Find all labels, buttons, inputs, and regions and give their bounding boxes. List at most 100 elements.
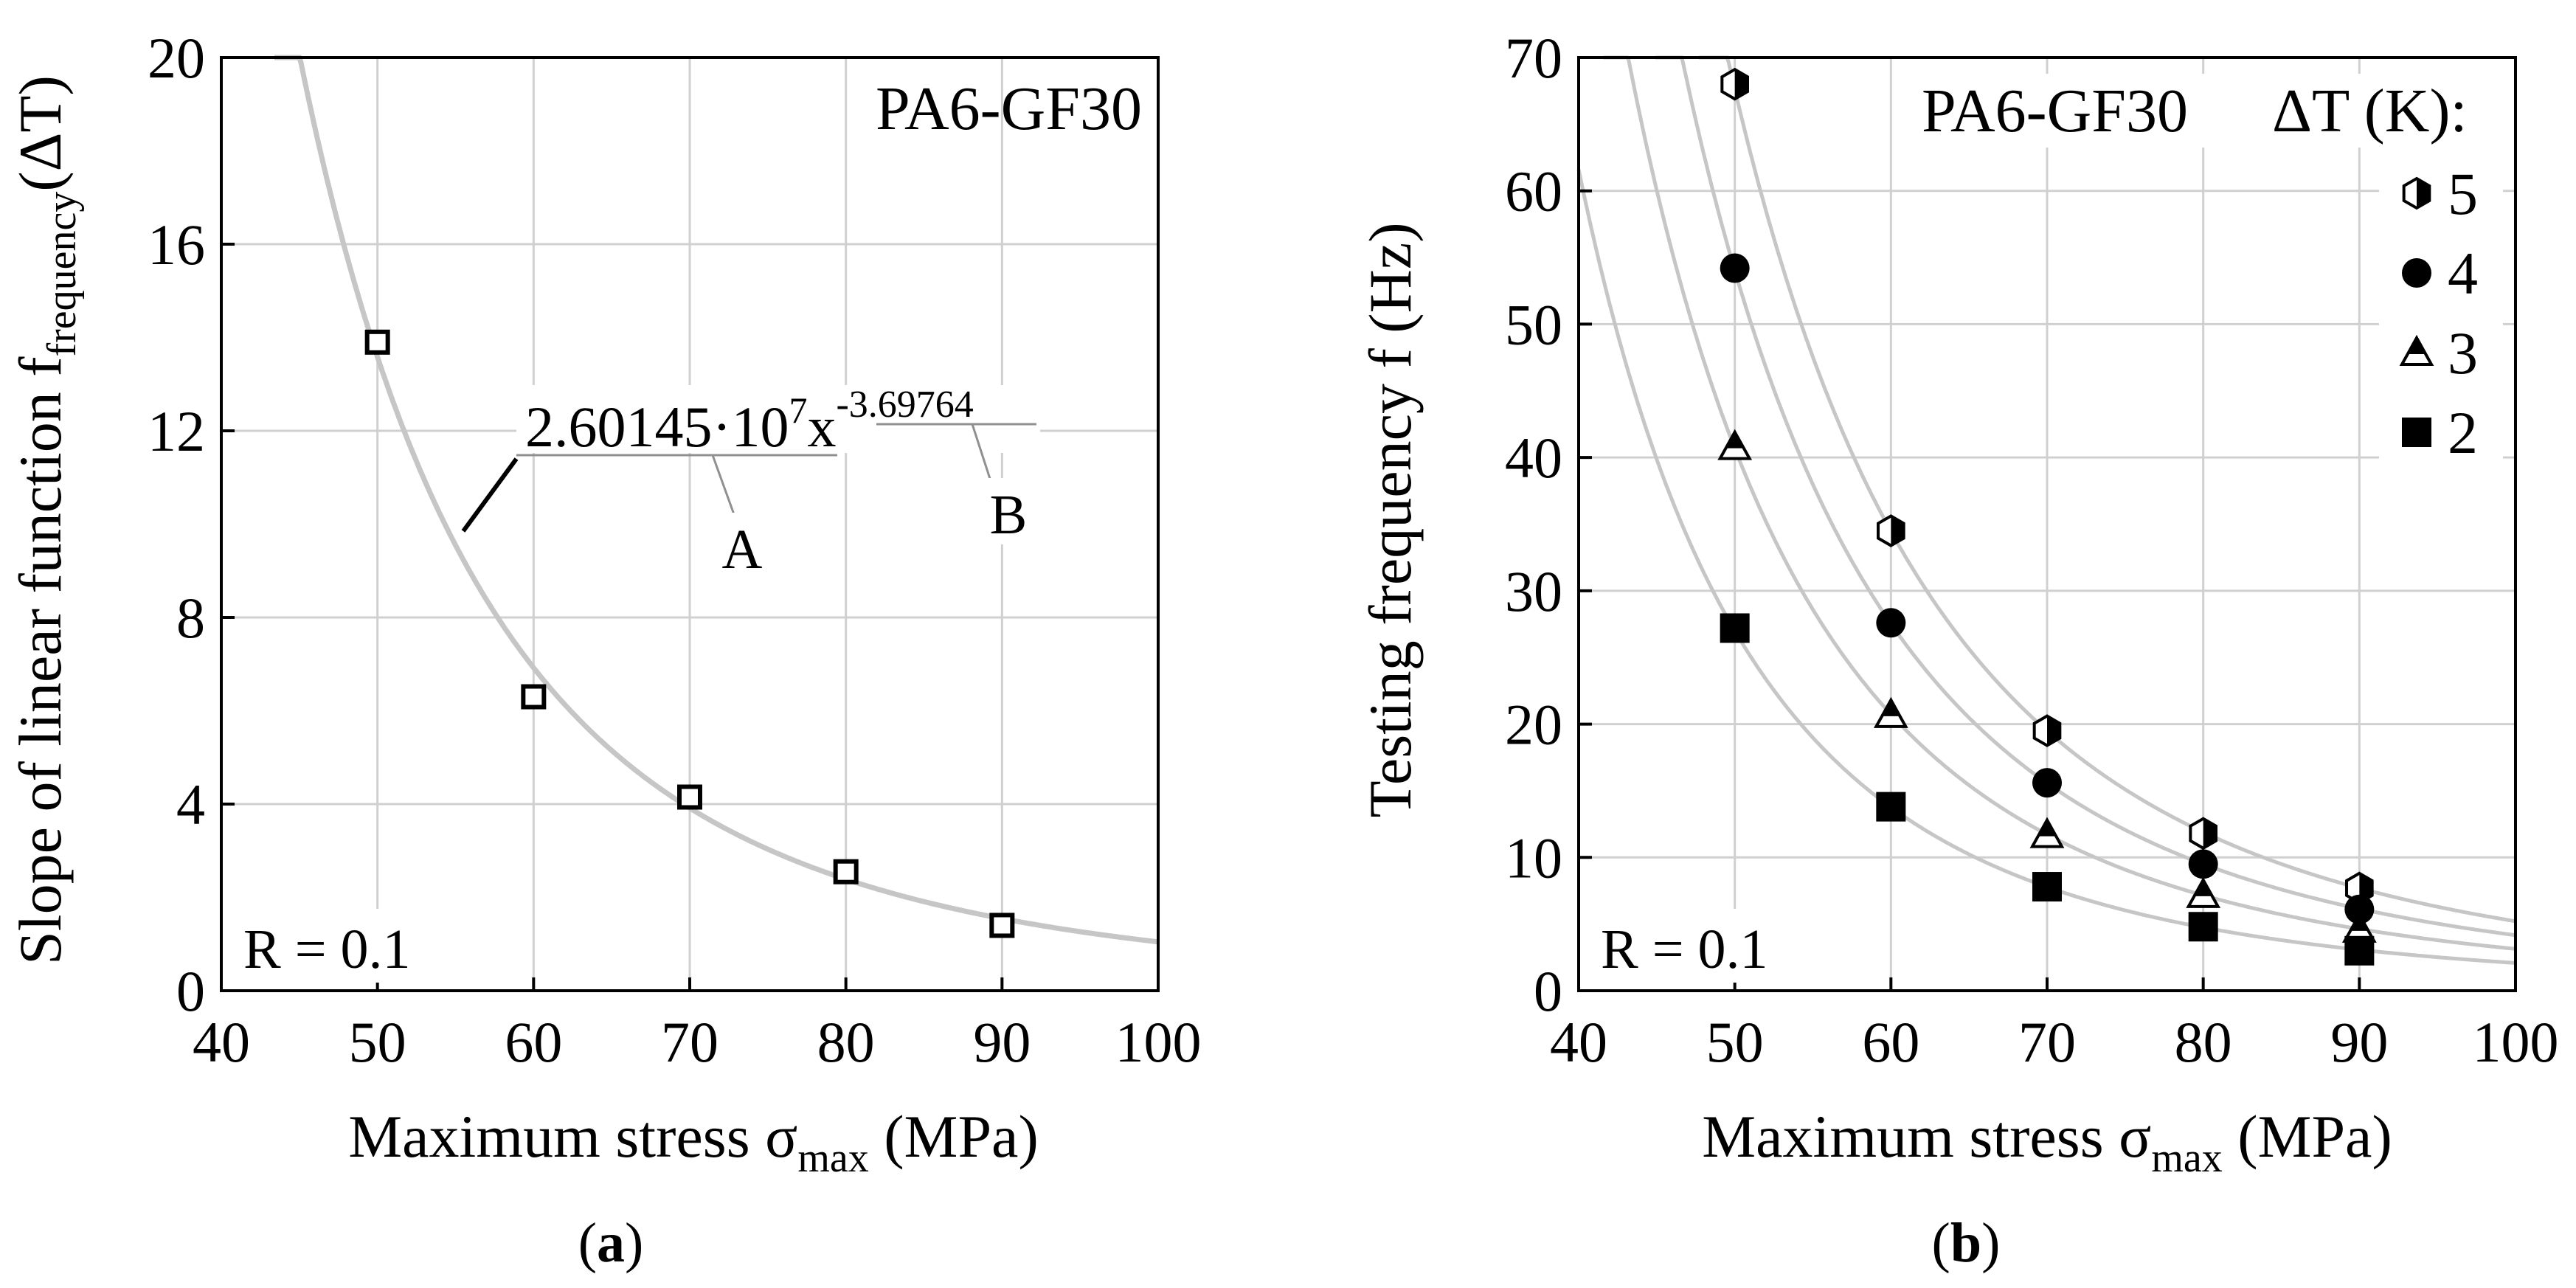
chart-b-legend-marker-4: [2402, 258, 2431, 288]
chart-a-point-90: [989, 913, 1015, 938]
chart-a-equation: 2.60145·107x-3.69764: [525, 384, 974, 459]
chart-b-point-2-50: [1720, 613, 1750, 643]
chart-b-point-2-80-shape: [2188, 912, 2218, 942]
chart-a-label-a: A: [722, 519, 763, 581]
chart-a-xlabel-unit: (MPa): [869, 1103, 1039, 1170]
chart-b-series-2: [1720, 613, 2375, 966]
chart-b-point-4-80-shape: [2188, 849, 2218, 879]
chart-b-xtick-label-70: 70: [2018, 1010, 2076, 1074]
chart-b-header-bg: [1911, 74, 2486, 148]
chart-a-xlabel: Maximum stress σmax (MPa): [348, 1103, 1039, 1181]
chart-a-xlabel-sub: max: [797, 1135, 868, 1181]
chart-b-point-2-70: [2032, 872, 2062, 902]
chart-b-point-4-80: [2188, 849, 2218, 879]
chart-b-point-5-80: [2189, 817, 2217, 851]
chart-a-series-points: [364, 329, 1015, 938]
chart-a-equation-bg: [516, 385, 1040, 453]
chart-a-r-label-bg: [233, 909, 449, 983]
chart-a-r-label: R = 0.1: [243, 918, 411, 980]
chart-b-point-3-80: [2186, 876, 2221, 908]
chart-a-ytick-label-16: 16: [148, 212, 205, 277]
chart-a-ytick-label-12: 12: [148, 399, 205, 463]
chart-b-point-4-90: [2344, 894, 2375, 924]
caption-a-letter: a: [597, 1212, 625, 1274]
chart-a-point-50: [364, 329, 390, 355]
chart-b-legend: 5 4 3 2: [2379, 151, 2503, 466]
chart-b-point-2-90: [2344, 935, 2375, 966]
chart-a-ytick-label-4: 4: [176, 772, 205, 837]
chart-b-point-5-60-fill: [1891, 516, 1904, 546]
chart-b-series-5: [1720, 67, 2374, 905]
chart-b-series-points: [1717, 67, 2377, 966]
chart-b-xtick-label-50: 50: [1706, 1010, 1764, 1074]
chart-b-r-label: R = 0.1: [1601, 918, 1768, 980]
chart-b-legend-marker-5: [2402, 176, 2431, 210]
chart-b-ytick-label-30: 30: [1505, 559, 1562, 623]
chart-b-legend-title: ΔT (K):: [2272, 77, 2468, 145]
chart-b-point-2-60-shape: [1876, 792, 1906, 822]
chart-a-label-a-bg: [710, 513, 769, 579]
chart-b-point-5-80-fill: [2203, 818, 2216, 848]
chart-a-xtick-label-90: 90: [973, 1010, 1031, 1074]
chart-a-ytick-label-0: 0: [176, 959, 205, 1023]
chart-a-xtick-label-50: 50: [349, 1010, 406, 1074]
caption-b-close: ): [1981, 1212, 2000, 1274]
chart-b-legend-label-4: 4: [2448, 240, 2478, 307]
caption-a: (a): [578, 1212, 644, 1274]
chart-b-point-2-60: [1876, 792, 1906, 822]
chart-b-point-2-70-shape: [2032, 872, 2062, 902]
caption-b: (b): [1932, 1212, 2001, 1274]
chart-a-ylabel: Slope of linear function ffrequency(ΔT): [7, 75, 85, 965]
chart-b-ytick-label-0: 0: [1534, 959, 1562, 1023]
chart-b-xtick-label-100: 100: [2473, 1010, 2559, 1074]
chart-b-legend-marker-3-fill: [2409, 338, 2425, 354]
chart-b-point-5-50: [1720, 67, 1749, 101]
chart-b-legend-marker-5-fill: [2417, 179, 2430, 208]
chart-b-ytick-label-20: 20: [1505, 693, 1562, 757]
chart-b-legend-label-2: 2: [2448, 399, 2478, 466]
chart-a-ylabel-tail: (ΔT): [7, 75, 74, 191]
chart-b-xtick-label-90: 90: [2330, 1010, 2388, 1074]
chart-b-point-4-90-shape: [2344, 894, 2375, 924]
chart-b-ytick-label-40: 40: [1505, 426, 1562, 490]
chart-a-point-60-shape: [521, 684, 547, 710]
chart-b-legend-label-3: 3: [2448, 319, 2478, 387]
chart-a-point-50-shape: [364, 329, 390, 355]
chart-b-legend-marker-4-shape: [2402, 258, 2431, 288]
chart-b-xlabel: Maximum stress σmax (MPa): [1702, 1103, 2392, 1181]
chart-b-fit-curve-5: [1699, 55, 2516, 924]
chart-b-ytick-label-60: 60: [1505, 159, 1562, 224]
chart-a-equation-var: x: [807, 395, 836, 459]
chart-a-ylabel-main: Slope of linear function f: [7, 356, 74, 965]
caption-b-open: (: [1932, 1212, 1950, 1274]
chart-b-xlabel-unit: (MPa): [2223, 1103, 2392, 1170]
chart-a-point-70-shape: [677, 784, 702, 810]
chart-b-point-3-70-fill: [2039, 820, 2055, 837]
chart-b-point-2-50-shape: [1720, 613, 1750, 643]
chart-b-point-5-60: [1877, 514, 1905, 547]
chart-b-material-label: PA6-GF30: [1922, 77, 2188, 145]
chart-b-ytick-label-70: 70: [1505, 26, 1562, 90]
caption-a-open: (: [578, 1212, 597, 1274]
chart-a-ticks: 40 50 60 70 80 90 100 0 4 8 12 16 20: [148, 26, 1202, 1074]
caption-b-letter: b: [1950, 1212, 1981, 1274]
chart-b-legend-label-5: 5: [2448, 160, 2478, 227]
chart-b-legend-marker-2: [2402, 418, 2431, 447]
chart-b-point-3-50: [1717, 429, 1753, 460]
chart-a-xtick-label-80: 80: [817, 1010, 875, 1074]
chart-a-point-80-shape: [833, 859, 859, 884]
chart-a-label-b: B: [990, 484, 1028, 546]
chart-b-legend-marker-2-shape: [2402, 418, 2431, 447]
chart-b-point-2-80: [2188, 912, 2218, 942]
chart-a-xtick-label-40: 40: [193, 1010, 250, 1074]
chart-a-xtick-label-60: 60: [505, 1010, 562, 1074]
caption-a-close: ): [625, 1212, 643, 1274]
chart-b-legend-marker-3: [2399, 334, 2434, 366]
chart-b-xtick-label-80: 80: [2175, 1010, 2232, 1074]
chart-a-equation-exp: 7: [789, 389, 807, 431]
chart-a: 40 50 60 70 80 90 100 0 4 8 12 16 20 PA6-GF30 R = 0.…: [7, 26, 1202, 1274]
chart-b-point-3-80-fill: [2195, 879, 2212, 896]
chart-a-point-60: [521, 684, 547, 710]
